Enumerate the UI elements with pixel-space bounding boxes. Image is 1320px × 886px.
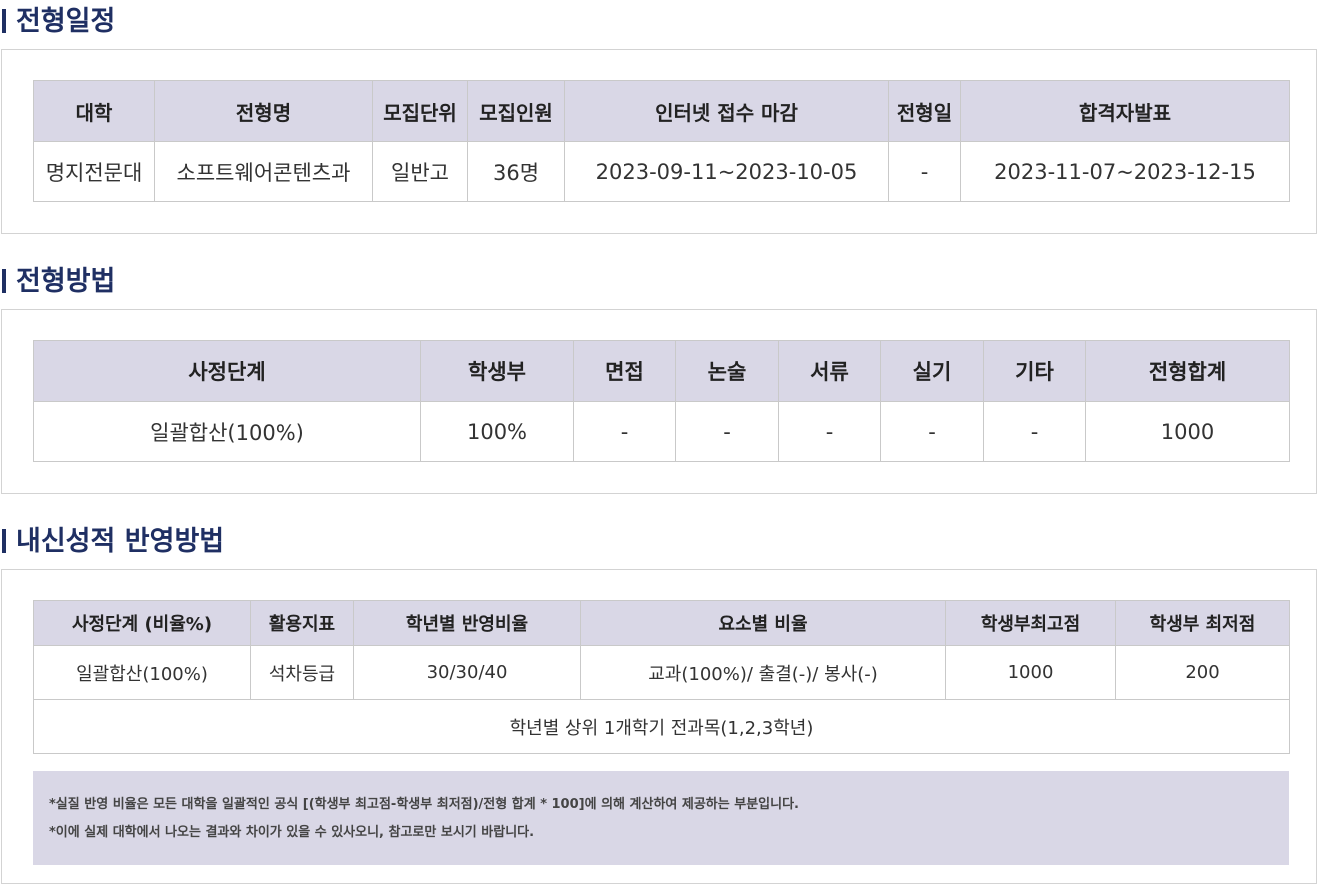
cell-announcement: 2023-11-07~2023-12-15 [960, 141, 1290, 202]
table-row: 학년별 상위 1개학기 전과목(1,2,3학년) [33, 699, 1290, 754]
title-bar [2, 269, 6, 293]
cell-year-ratio: 30/30/40 [353, 645, 581, 700]
notice-line: *이에 실제 대학에서 나오는 결과와 차이가 있을 수 있사오니, 참고로만 … [49, 825, 535, 840]
cell-footer-note: 학년별 상위 1개학기 전과목(1,2,3학년) [33, 699, 1290, 754]
cell-recruit-count: 36명 [467, 141, 565, 202]
notice-box: *실질 반영 비율은 모든 대학을 일괄적인 공식 [(학생부 최고점-학생부 … [33, 771, 1289, 865]
header-stage-ratio: 사정단계 (비율%) [33, 600, 251, 646]
cell-exam-date: - [888, 141, 961, 202]
table-header-row: 사정단계 학생부 면접 논술 서류 실기 기타 전형합계 [33, 340, 1290, 402]
header-min-score: 학생부 최저점 [1115, 600, 1290, 646]
header-element-ratio: 요소별 비율 [580, 600, 946, 646]
header-etc: 기타 [983, 340, 1086, 402]
cell-element-ratio: 교과(100%)/ 출결(-)/ 봉사(-) [580, 645, 946, 700]
grades-table: 사정단계 (비율%) 활용지표 학년별 반영비율 요소별 비율 학생부최고점 학… [33, 600, 1290, 754]
header-essay: 논술 [675, 340, 779, 402]
cell-max-score: 1000 [945, 645, 1116, 700]
cell-practical: - [880, 401, 984, 462]
header-practical: 실기 [880, 340, 984, 402]
notice-line: *실질 반영 비율은 모든 대학을 일괄적인 공식 [(학생부 최고점-학생부 … [49, 797, 799, 812]
header-school-record: 학생부 [420, 340, 574, 402]
table-header-row: 사정단계 (비율%) 활용지표 학년별 반영비율 요소별 비율 학생부최고점 학… [33, 600, 1290, 646]
cell-stage: 일괄합산(100%) [33, 401, 421, 462]
cell-internet-deadline: 2023-09-11~2023-10-05 [564, 141, 889, 202]
cell-admission-name: 소프트웨어콘텐츠과 [154, 141, 373, 202]
cell-documents: - [778, 401, 881, 462]
header-stage: 사정단계 [33, 340, 421, 402]
cell-stage-ratio: 일괄합산(100%) [33, 645, 251, 700]
header-year-ratio: 학년별 반영비율 [353, 600, 581, 646]
title-bar [2, 9, 6, 33]
method-box: 사정단계 학생부 면접 논술 서류 실기 기타 전형합계 일괄합산(100%) … [1, 309, 1317, 494]
header-interview: 면접 [573, 340, 676, 402]
grades-box: 사정단계 (비율%) 활용지표 학년별 반영비율 요소별 비율 학생부최고점 학… [1, 569, 1317, 884]
cell-indicator: 석차등급 [250, 645, 354, 700]
header-total: 전형합계 [1085, 340, 1290, 402]
schedule-box: 대학 전형명 모집단위 모집인원 인터넷 접수 마감 전형일 합격자발표 명지전… [1, 49, 1317, 234]
cell-min-score: 200 [1115, 645, 1290, 700]
header-internet-deadline: 인터넷 접수 마감 [564, 80, 889, 142]
cell-etc: - [983, 401, 1086, 462]
cell-total: 1000 [1085, 401, 1290, 462]
header-recruit-unit: 모집단위 [372, 80, 468, 142]
section-title-schedule: 전형일정 [2, 5, 115, 39]
cell-interview: - [573, 401, 676, 462]
section-title-grades: 내신성적 반영방법 [2, 525, 224, 559]
table-header-row: 대학 전형명 모집단위 모집인원 인터넷 접수 마감 전형일 합격자발표 [33, 80, 1290, 142]
header-exam-date: 전형일 [888, 80, 961, 142]
method-table: 사정단계 학생부 면접 논술 서류 실기 기타 전형합계 일괄합산(100%) … [33, 340, 1290, 462]
header-documents: 서류 [778, 340, 881, 402]
cell-school-record: 100% [420, 401, 574, 462]
header-indicator: 활용지표 [250, 600, 354, 646]
header-admission-name: 전형명 [154, 80, 373, 142]
table-row: 일괄합산(100%) 100% - - - - - 1000 [33, 401, 1290, 462]
section-title-method: 전형방법 [2, 265, 115, 299]
table-row: 명지전문대 소프트웨어콘텐츠과 일반고 36명 2023-09-11~2023-… [33, 141, 1290, 202]
title-bar [2, 529, 6, 553]
cell-recruit-unit: 일반고 [372, 141, 468, 202]
schedule-table: 대학 전형명 모집단위 모집인원 인터넷 접수 마감 전형일 합격자발표 명지전… [33, 80, 1290, 202]
header-max-score: 학생부최고점 [945, 600, 1116, 646]
cell-university: 명지전문대 [33, 141, 155, 202]
header-announcement: 합격자발표 [960, 80, 1290, 142]
header-recruit-count: 모집인원 [467, 80, 565, 142]
cell-essay: - [675, 401, 779, 462]
header-university: 대학 [33, 80, 155, 142]
table-row: 일괄합산(100%) 석차등급 30/30/40 교과(100%)/ 출결(-)… [33, 645, 1290, 700]
